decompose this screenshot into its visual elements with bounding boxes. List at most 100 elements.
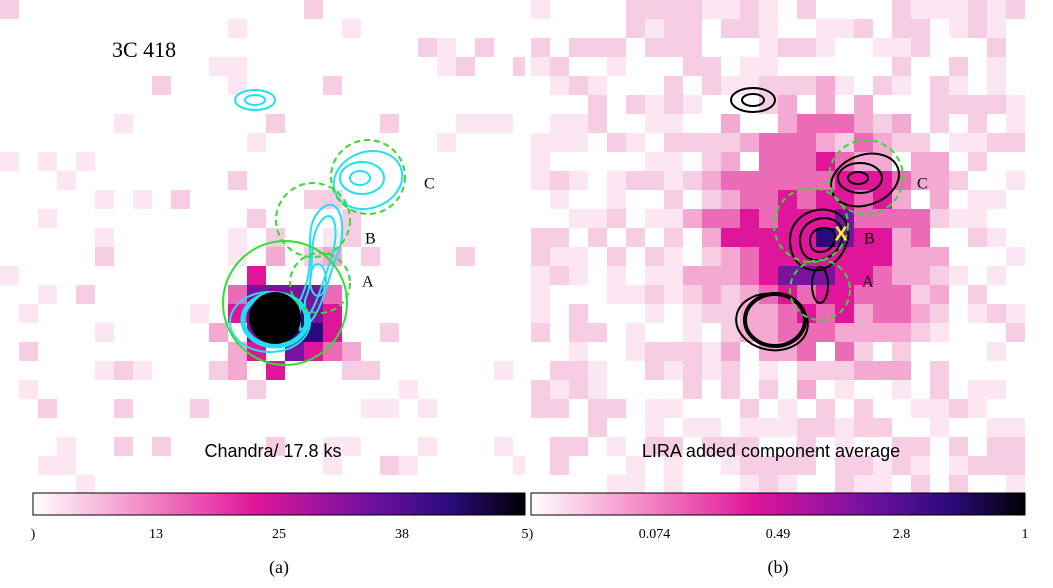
pixel (854, 456, 873, 475)
pixel (1006, 171, 1025, 190)
pixel (759, 0, 778, 19)
pixel (323, 285, 342, 304)
pixel (873, 38, 892, 57)
pixel (569, 209, 588, 228)
pixel (816, 285, 835, 304)
pixel (531, 304, 550, 323)
pixel (873, 285, 892, 304)
pixel (968, 114, 987, 133)
pixel (550, 57, 569, 76)
pixel (683, 361, 702, 380)
pixel (0, 152, 19, 171)
pixel (987, 437, 1006, 456)
pixel (968, 285, 987, 304)
pixel (645, 418, 664, 437)
pixel (759, 57, 778, 76)
pixel (531, 399, 550, 418)
pixel (588, 323, 607, 342)
pixel (645, 437, 664, 456)
pixel (968, 209, 987, 228)
pixel (797, 361, 816, 380)
pixel (550, 133, 569, 152)
pixel (968, 95, 987, 114)
pixel (550, 171, 569, 190)
pixel (892, 76, 911, 95)
pixel (930, 304, 949, 323)
pixel (228, 228, 247, 247)
pixel (721, 190, 740, 209)
pixel (930, 95, 949, 114)
pixel (1006, 323, 1025, 342)
region-label: A (362, 274, 374, 291)
pixel (968, 190, 987, 209)
pixel (987, 266, 1006, 285)
pixel (873, 475, 892, 494)
pixel (949, 209, 968, 228)
pixel (475, 114, 494, 133)
pixel (892, 0, 911, 19)
pixel (797, 0, 816, 19)
pixel (740, 228, 759, 247)
pixel (797, 342, 816, 361)
pixel (797, 380, 816, 399)
pixel (304, 190, 323, 209)
pixel (626, 133, 645, 152)
pixel (721, 76, 740, 95)
pixel (133, 361, 152, 380)
pixel (645, 285, 664, 304)
pixel (721, 380, 740, 399)
pixel (816, 133, 835, 152)
region-label: B (365, 231, 376, 248)
pixel (854, 475, 873, 494)
pixel (949, 399, 968, 418)
pixel (778, 133, 797, 152)
pixel (759, 361, 778, 380)
pixel (702, 285, 721, 304)
pixel (531, 38, 550, 57)
pixel (911, 285, 930, 304)
pixel (190, 399, 209, 418)
pixel (550, 114, 569, 133)
pixel (475, 38, 494, 57)
pixel (892, 247, 911, 266)
pixel (759, 38, 778, 57)
pixel (968, 0, 987, 19)
pixel (626, 456, 645, 475)
pixel (569, 342, 588, 361)
pixel (569, 38, 588, 57)
pixel (664, 0, 683, 19)
pixel (721, 266, 740, 285)
pixel (816, 361, 835, 380)
pixel (721, 19, 740, 38)
pixel (513, 57, 525, 76)
pixel (664, 38, 683, 57)
subfigure-label: (a) (269, 557, 289, 578)
pixel (721, 152, 740, 171)
pixel (114, 399, 133, 418)
panel-caption: LIRA added component average (642, 441, 900, 461)
pixel (949, 76, 968, 95)
panel-caption: Chandra/ 17.8 ks (204, 441, 341, 461)
pixel (835, 304, 854, 323)
pixel (930, 361, 949, 380)
pixel (759, 456, 778, 475)
pixel (854, 418, 873, 437)
pixel (95, 228, 114, 247)
pixel (721, 323, 740, 342)
pixel (835, 247, 854, 266)
colorbar-tick-label: 1 (1022, 527, 1029, 542)
pixel (361, 399, 380, 418)
pixel (740, 76, 759, 95)
pixel (987, 190, 1006, 209)
pixel (209, 361, 228, 380)
pixel (607, 209, 626, 228)
pixel (38, 152, 57, 171)
pixel (152, 76, 171, 95)
pixel (683, 0, 702, 19)
pixel (95, 361, 114, 380)
pixel (209, 323, 228, 342)
pixel (968, 19, 987, 38)
pixel (873, 228, 892, 247)
pixel (550, 190, 569, 209)
pixel (987, 342, 1006, 361)
